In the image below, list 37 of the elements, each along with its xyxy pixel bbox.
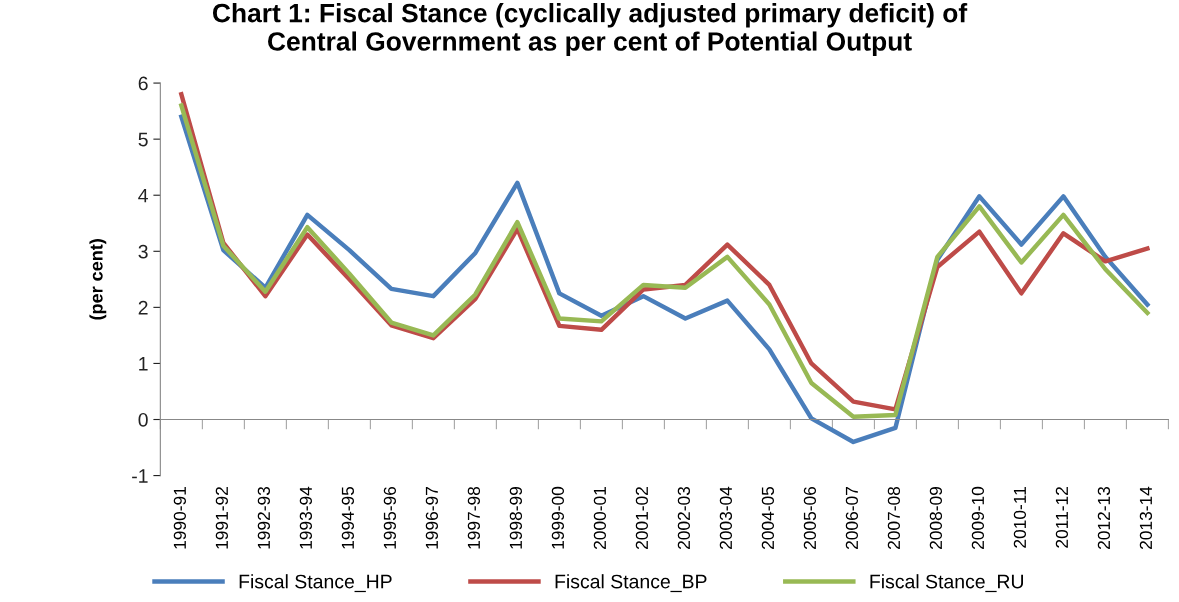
- x-tick-label: 1994-95: [341, 486, 355, 549]
- x-tick-label: 1990-91: [173, 487, 187, 549]
- x-tick-label: 2008-09: [929, 486, 943, 550]
- y-tick-label: 5: [138, 132, 148, 147]
- x-tick-label: 2003-04: [719, 486, 733, 550]
- x-tick-label: 1993-94: [299, 486, 313, 549]
- x-tick-label: 2004-05: [761, 486, 775, 550]
- x-tick-label: 2010-11: [1013, 487, 1027, 548]
- x-tick-label: 2009-10: [971, 486, 985, 550]
- x-tick-label: 1995-96: [383, 486, 397, 549]
- x-tick-label: 1992-93: [257, 486, 271, 549]
- x-tick-label: 2002-03: [677, 486, 691, 550]
- y-tick-label: 6: [138, 76, 148, 91]
- x-tick-label: 1999-00: [551, 486, 565, 549]
- x-tick-label: 2006-07: [845, 487, 859, 550]
- x-tick-label: 2005-06: [803, 486, 817, 550]
- x-tick-label: 2000-01: [593, 487, 607, 550]
- chart-title: Chart 1: Fiscal Stance (cyclically adjusted primary deficit) of Central Government as per cent of Potential Output: [212, 3, 968, 57]
- x-tick-label: 2013-14: [1139, 486, 1153, 550]
- legend-label: Fiscal Stance_RU: [870, 574, 1023, 593]
- y-tick-label: -1: [132, 469, 148, 483]
- y-tick-label: 2: [138, 300, 148, 315]
- x-tick-label: 1998-99: [509, 486, 523, 549]
- legend-label: Fiscal Stance_HP: [239, 574, 392, 593]
- x-tick-label: 2012-13: [1097, 486, 1111, 550]
- y-axis-title: (per cent): [89, 239, 107, 320]
- x-tick-label: 2007-08: [887, 486, 901, 550]
- legend-label: Fiscal Stance_BP: [555, 574, 707, 593]
- y-tick-label: 0: [138, 412, 148, 427]
- x-tick-label: 2011-12: [1055, 487, 1069, 548]
- x-tick-label: 1991-92: [215, 487, 229, 549]
- x-tick-label: 1996-97: [425, 487, 439, 549]
- y-tick-label: 4: [138, 188, 148, 203]
- y-tick-label: 1: [139, 357, 148, 371]
- y-tick-label: 3: [138, 244, 148, 259]
- x-tick-label: 1997-98: [467, 486, 481, 549]
- x-tick-label: 2001-02: [635, 487, 649, 550]
